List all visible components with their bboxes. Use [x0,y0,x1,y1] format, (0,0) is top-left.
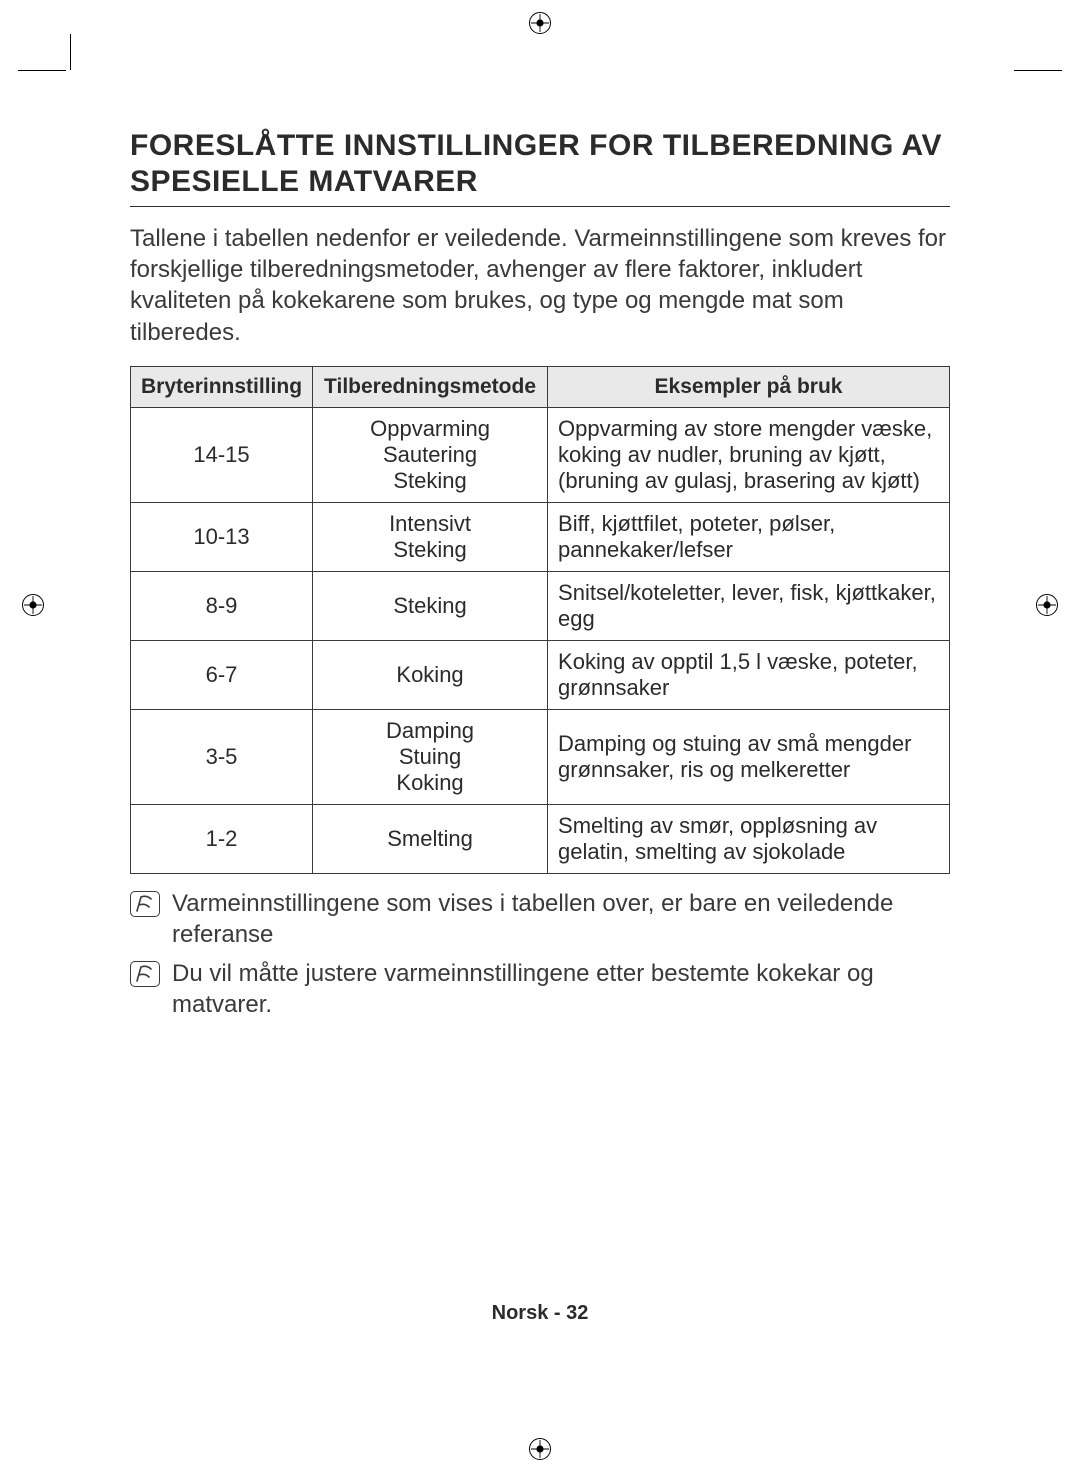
cell-setting: 14-15 [131,407,313,502]
table-row: 3-5DampingStuingKokingDamping og stuing … [131,709,950,804]
table-row: 1-2SmeltingSmelting av smør, oppløsning … [131,804,950,873]
notes-block: Varmeinnstillingene som vises i tabellen… [130,888,950,1021]
cell-method: Steking [313,571,548,640]
crop-mark [18,70,66,71]
cell-setting: 10-13 [131,502,313,571]
table-row: 10-13IntensivtStekingBiff, kjøttfilet, p… [131,502,950,571]
registration-mark-icon [529,12,551,34]
cell-method: IntensivtSteking [313,502,548,571]
page-content: FORESLÅTTE INNSTILLINGER FOR TILBEREDNIN… [130,128,950,1029]
cell-example: Snitsel/koteletter, lever, fisk, kjøttka… [548,571,950,640]
col-header-method: Tilberedningsmetode [313,366,548,407]
intro-paragraph: Tallene i tabellen nedenfor er veiledend… [130,223,950,348]
note-item: Varmeinnstillingene som vises i tabellen… [130,888,950,950]
note-icon [130,891,160,917]
registration-mark-icon [529,1438,551,1460]
cell-example: Smelting av smør, oppløsning av gelatin,… [548,804,950,873]
table-header-row: Bryterinnstilling Tilberedningsmetode Ek… [131,366,950,407]
cell-example: Biff, kjøttfilet, poteter, pølser, panne… [548,502,950,571]
note-icon [130,961,160,987]
note-text: Du vil måtte justere varmeinnstillingene… [172,958,950,1020]
table-row: 14-15OppvarmingSauteringStekingOppvarmin… [131,407,950,502]
col-header-example: Eksempler på bruk [548,366,950,407]
cell-setting: 6-7 [131,640,313,709]
cell-method: OppvarmingSauteringSteking [313,407,548,502]
cell-setting: 8-9 [131,571,313,640]
cell-method: Smelting [313,804,548,873]
registration-mark-icon [22,594,44,616]
cell-example: Koking av opptil 1,5 l væske, poteter, g… [548,640,950,709]
crop-mark [70,34,71,70]
page-footer: Norsk - 32 [0,1302,1080,1325]
cell-method: DampingStuingKoking [313,709,548,804]
col-header-setting: Bryterinnstilling [131,366,313,407]
cell-example: Damping og stuing av små mengder grønnsa… [548,709,950,804]
table-row: 6-7KokingKoking av opptil 1,5 l væske, p… [131,640,950,709]
registration-mark-icon [1036,594,1058,616]
cell-setting: 1-2 [131,804,313,873]
crop-mark [1014,70,1062,71]
section-title: FORESLÅTTE INNSTILLINGER FOR TILBEREDNIN… [130,128,950,207]
cell-setting: 3-5 [131,709,313,804]
table-row: 8-9StekingSnitsel/koteletter, lever, fis… [131,571,950,640]
cell-example: Oppvarming av store mengder væske, kokin… [548,407,950,502]
note-item: Du vil måtte justere varmeinnstillingene… [130,958,950,1020]
cell-method: Koking [313,640,548,709]
settings-table: Bryterinnstilling Tilberedningsmetode Ek… [130,366,950,874]
note-text: Varmeinnstillingene som vises i tabellen… [172,888,950,950]
